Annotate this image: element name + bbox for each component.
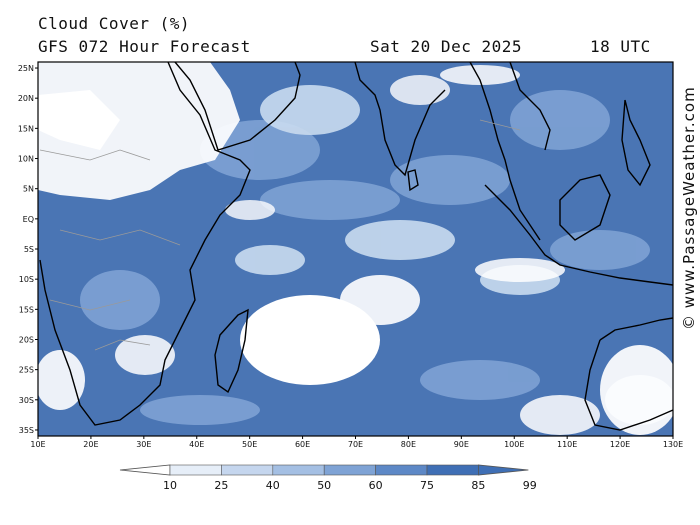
- lat-label: 5N: [23, 185, 34, 194]
- lon-label: 40E: [189, 440, 204, 449]
- lat-label: 30S: [19, 396, 34, 405]
- lon-label: 20E: [83, 440, 98, 449]
- colorbar-min-arrow: [119, 464, 171, 476]
- lon-label: 60E: [295, 440, 310, 449]
- lon-label: 90E: [454, 440, 469, 449]
- colorbar-segment: [375, 464, 428, 476]
- colorbar-max-arrow: [477, 464, 529, 476]
- lon-label: 70E: [348, 440, 363, 449]
- colorbar-segment: [426, 464, 479, 476]
- latitude-axis: 25N 20N 15N 10N 5N EQ 5S 10S 15S 20S 25S 30S 35S: [18, 64, 38, 435]
- country-borders: [39, 119, 521, 351]
- colorbar-label: 25: [214, 479, 228, 492]
- lat-label: 20N: [18, 94, 34, 103]
- colorbar-label: 50: [317, 479, 331, 492]
- forecast-subtitle: GFS 072 Hour Forecast: [38, 37, 251, 56]
- colorbar-segment: [323, 464, 376, 476]
- lat-label: 15N: [18, 124, 34, 133]
- colorbar-segment: [221, 464, 274, 476]
- lon-label: 50E: [242, 440, 257, 449]
- lat-label: 25S: [19, 366, 34, 375]
- colorbar-label: 99: [523, 479, 537, 492]
- lon-label: 10E: [30, 440, 45, 449]
- lat-label: 10N: [18, 155, 34, 164]
- colorbar: 10 25 40 50 60 75 85 99: [119, 464, 537, 492]
- lon-label: 30E: [136, 440, 151, 449]
- credit-text: © www.PassageWeather.com: [680, 86, 698, 330]
- colorbar-label: 85: [471, 479, 485, 492]
- lon-label: 80E: [401, 440, 416, 449]
- colorbar-segment: [272, 464, 325, 476]
- lat-label: 35S: [19, 426, 34, 435]
- lat-label: 15S: [19, 305, 34, 314]
- lon-label: 100E: [504, 440, 524, 449]
- lat-label: EQ: [23, 215, 34, 224]
- lat-label: 5S: [24, 245, 34, 254]
- coastlines: [39, 62, 673, 431]
- lat-label: 20S: [19, 335, 34, 344]
- map-title: Cloud Cover (%): [38, 14, 190, 33]
- lat-label: 10S: [19, 275, 34, 284]
- colorbar-segment: [169, 464, 222, 476]
- lon-label: 130E: [663, 440, 683, 449]
- colorbar-label: 75: [420, 479, 434, 492]
- colorbar-label: 10: [163, 479, 177, 492]
- lon-label: 120E: [610, 440, 630, 449]
- cloud-field: [38, 62, 673, 436]
- colorbar-label: 40: [266, 479, 280, 492]
- longitude-axis: 10E 20E 30E 40E 50E 60E 70E 80E 90E 100E 110E 120E 1…: [30, 436, 683, 449]
- lat-label: 25N: [18, 64, 34, 73]
- forecast-date: Sat 20 Dec 2025: [370, 37, 522, 56]
- colorbar-label: 60: [369, 479, 383, 492]
- lon-label: 110E: [557, 440, 577, 449]
- forecast-time: 18 UTC: [590, 37, 651, 56]
